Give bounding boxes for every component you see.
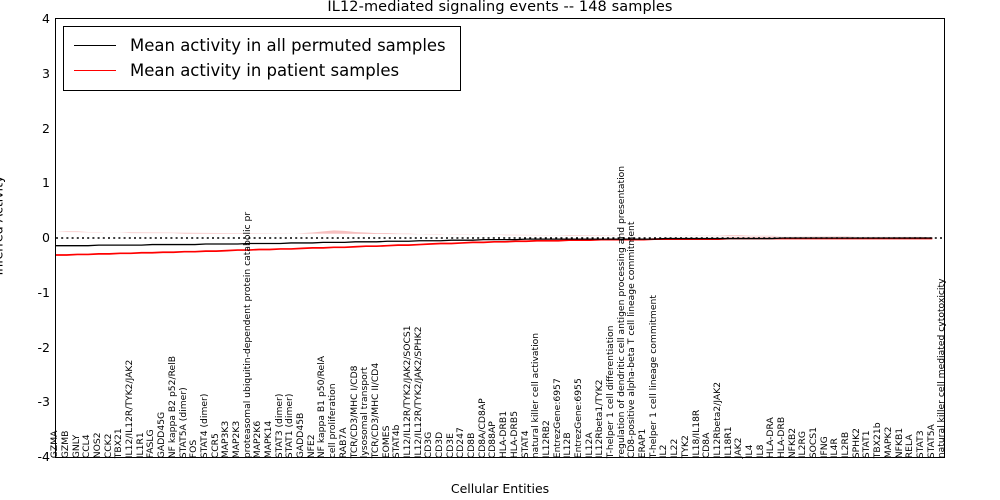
legend-entry-patient: Mean activity in patient samples xyxy=(74,58,446,83)
legend-swatch-black-line xyxy=(74,45,116,46)
y-tick-label: 3 xyxy=(42,65,50,81)
legend-label-permuted: Mean activity in all permuted samples xyxy=(130,36,446,55)
patient-mean-line xyxy=(56,237,933,256)
legend-label-patient: Mean activity in patient samples xyxy=(130,61,400,80)
permuted-mean-line xyxy=(56,237,933,247)
y-tick-label: 4 xyxy=(42,11,50,26)
legend-entry-permuted: Mean activity in all permuted samples xyxy=(74,33,446,58)
y-tick-label: -3 xyxy=(37,394,50,410)
confidence-band xyxy=(56,230,933,238)
y-tick-label: -2 xyxy=(37,339,50,355)
plot-area xyxy=(55,18,945,458)
y-tick-label: -1 xyxy=(37,284,50,300)
y-axis-label: Inferred Activity xyxy=(0,175,6,276)
y-tick-label: 0 xyxy=(42,230,50,245)
y-tick-label: 2 xyxy=(42,120,50,136)
y-tick-label: -4 xyxy=(37,449,50,464)
chart-title: IL12-mediated signaling events -- 148 sa… xyxy=(327,0,673,15)
x-axis-label: Cellular Entities xyxy=(450,481,550,496)
plot-clip xyxy=(56,19,944,457)
chart-legend: Mean activity in all permuted samples Me… xyxy=(63,26,461,91)
plot-svg xyxy=(56,230,944,256)
legend-swatch-red-line xyxy=(74,70,116,71)
y-tick-label: 1 xyxy=(42,175,50,191)
